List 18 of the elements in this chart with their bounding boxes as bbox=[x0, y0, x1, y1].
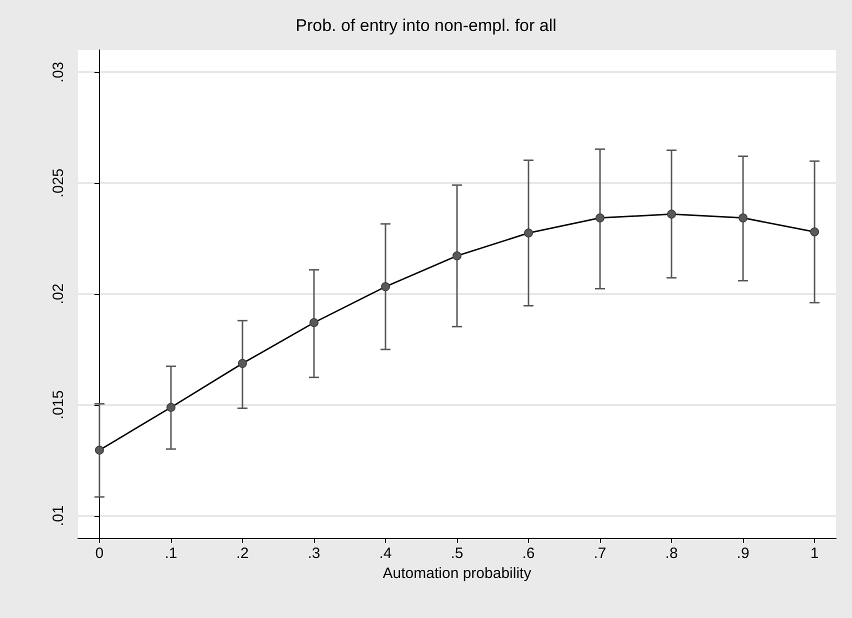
x-tick-label: .5 bbox=[450, 545, 464, 562]
chart-title: Prob. of entry into non-empl. for all bbox=[296, 16, 556, 35]
x-tick-label: .6 bbox=[522, 545, 535, 562]
x-axis-title: Automation probability bbox=[382, 564, 532, 582]
x-tick-label: .7 bbox=[594, 545, 606, 562]
x-tick-label: 1 bbox=[810, 545, 819, 562]
x-tick-label: .9 bbox=[736, 545, 750, 562]
y-tick-label: .03 bbox=[50, 62, 67, 83]
x-tick-label: .2 bbox=[236, 545, 249, 562]
y-tick-label: .01 bbox=[50, 505, 67, 526]
y-tick-label: .02 bbox=[50, 284, 67, 304]
y-tick-label: .015 bbox=[50, 390, 67, 420]
y-tick-label: .025 bbox=[50, 168, 67, 198]
x-tick-label: .8 bbox=[665, 545, 678, 562]
x-tick-label: .1 bbox=[164, 545, 178, 562]
x-tick-label: .4 bbox=[379, 545, 392, 562]
x-tick-label: .3 bbox=[308, 545, 320, 562]
x-tick-label: 0 bbox=[95, 545, 104, 562]
